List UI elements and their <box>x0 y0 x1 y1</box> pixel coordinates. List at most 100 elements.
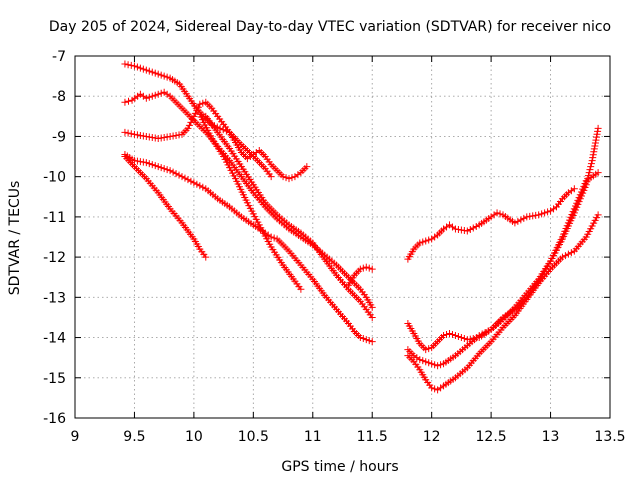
data-point <box>425 236 433 244</box>
data-point <box>124 129 132 137</box>
data-point <box>356 265 364 273</box>
data-point <box>359 264 367 272</box>
data-point <box>297 285 305 293</box>
data-point <box>538 210 546 218</box>
data-point <box>587 163 595 171</box>
grid-layer <box>75 56 610 418</box>
data-point <box>163 166 171 174</box>
data-point <box>526 212 534 220</box>
data-point <box>454 333 462 341</box>
data-point <box>184 124 192 132</box>
data-point <box>127 130 135 138</box>
x-tick-label: 10 <box>185 429 203 445</box>
data-point <box>154 134 162 142</box>
x-tick-label: 10.5 <box>238 429 269 445</box>
data-point <box>194 103 202 111</box>
data-point <box>169 168 177 176</box>
data-series-arc-11 <box>404 124 602 370</box>
data-point <box>160 72 168 80</box>
data-point <box>589 151 597 159</box>
data-point <box>460 335 468 343</box>
data-point <box>181 174 189 182</box>
data-point <box>175 171 183 179</box>
data-point <box>368 338 376 346</box>
x-tick-label: 9.5 <box>123 429 145 445</box>
data-point <box>163 73 171 81</box>
data-point <box>591 142 599 150</box>
y-tick-label: -7 <box>52 49 66 65</box>
data-point <box>469 224 477 232</box>
data-point <box>422 358 430 366</box>
data-point <box>142 132 150 140</box>
y-tick-label: -8 <box>52 89 66 105</box>
data-point <box>148 133 156 141</box>
data-point <box>541 209 549 217</box>
data-point <box>136 131 144 139</box>
data-point <box>279 173 287 181</box>
data-point <box>463 336 471 344</box>
data-point <box>532 211 540 219</box>
data-point <box>475 332 483 340</box>
data-point <box>172 170 180 178</box>
data-point <box>592 133 600 141</box>
data-point <box>199 99 207 107</box>
data-point <box>583 178 591 186</box>
data-point <box>142 159 150 167</box>
data-point <box>422 346 430 354</box>
data-point <box>145 93 153 101</box>
data-point <box>517 216 525 224</box>
data-point <box>523 213 531 221</box>
x-tick-label: 13.5 <box>594 429 625 445</box>
data-point <box>590 145 598 153</box>
data-point <box>133 157 141 165</box>
data-point <box>190 112 198 120</box>
data-point <box>437 361 445 369</box>
data-point <box>267 173 275 181</box>
data-point <box>567 249 575 257</box>
data-point <box>448 331 456 339</box>
data-series-arc-6 <box>196 110 305 293</box>
data-point <box>428 384 436 392</box>
data-point <box>130 130 138 138</box>
data-point <box>463 227 471 235</box>
data-point <box>148 68 156 76</box>
data-point <box>472 222 480 230</box>
data-point <box>121 98 129 106</box>
data-point <box>130 62 138 70</box>
plot-frame <box>74 55 611 419</box>
x-tick-label: 9 <box>71 429 80 445</box>
data-point <box>446 330 453 338</box>
y-tick-label: -12 <box>43 250 66 266</box>
data-point <box>451 225 459 233</box>
data-point <box>163 133 171 141</box>
data-point <box>216 124 224 132</box>
data-point <box>365 264 373 272</box>
data-point <box>136 64 144 72</box>
data-point <box>365 337 373 345</box>
y-tick-label: -11 <box>43 210 66 226</box>
data-point <box>457 226 465 234</box>
y-tick-label: -16 <box>43 411 66 427</box>
x-tick-label: 12.5 <box>476 429 507 445</box>
data-point <box>428 360 436 368</box>
data-point <box>514 217 522 225</box>
chart-title: Day 205 of 2024, Sidereal Day-to-day VTE… <box>49 19 611 35</box>
data-point <box>368 303 376 311</box>
data-point <box>590 148 598 156</box>
data-point <box>584 175 592 183</box>
data-point <box>188 115 196 123</box>
data-point <box>145 67 153 75</box>
data-point <box>594 169 602 177</box>
data-point <box>592 136 600 144</box>
data-point <box>460 226 468 234</box>
data-point <box>199 183 207 191</box>
data-point <box>434 362 442 370</box>
series-line <box>407 172 599 351</box>
data-point <box>496 210 504 218</box>
y-tick-label: -13 <box>43 290 66 306</box>
data-point <box>561 252 569 260</box>
data-point <box>288 174 296 182</box>
data-point <box>154 90 162 98</box>
data-point <box>151 91 159 99</box>
tick-layer: 9 9.5 10 10.5 11 11.5 12 12.5 13 13.5 -16 -15 -14 -13… <box>43 49 625 445</box>
